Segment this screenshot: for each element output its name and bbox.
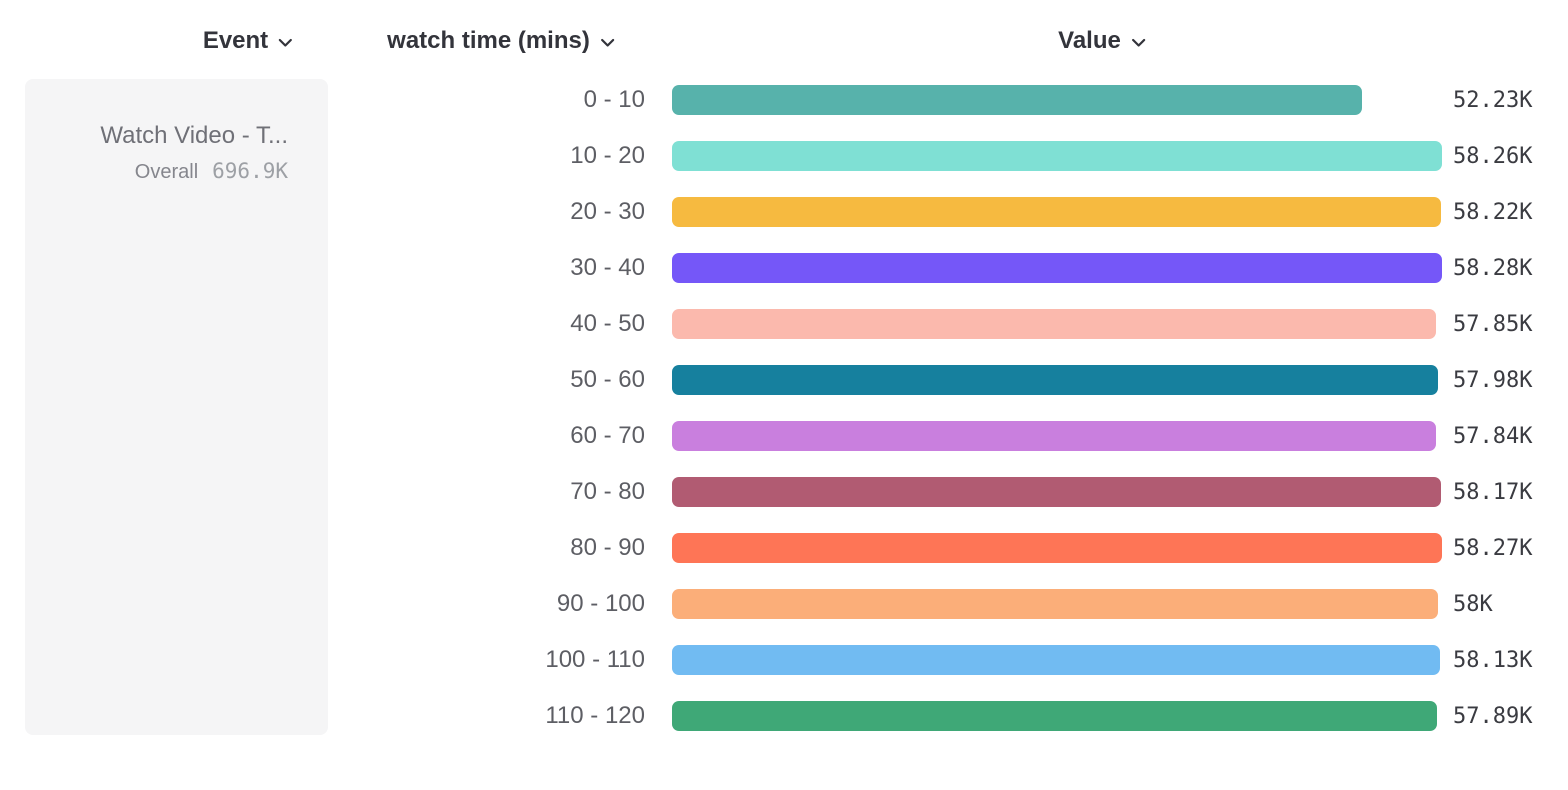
bar-track	[672, 645, 1442, 675]
value-bar[interactable]	[672, 141, 1442, 171]
value-bar[interactable]	[672, 477, 1441, 507]
event-title: Watch Video - T...	[100, 122, 288, 149]
chevron-down-icon	[279, 38, 293, 47]
chart-row: 100 - 110 58.13K	[0, 632, 1568, 688]
value-label: 58.17K	[1453, 479, 1533, 505]
bar-track	[672, 701, 1442, 731]
value-bar[interactable]	[672, 701, 1437, 731]
chart-row: 80 - 90 58.27K	[0, 520, 1568, 576]
category-label: 10 - 20	[570, 142, 645, 169]
value-label: 57.84K	[1453, 423, 1533, 449]
value-label: 57.98K	[1453, 367, 1533, 393]
value-bar[interactable]	[672, 589, 1439, 619]
overall-value: 696.9K	[212, 159, 288, 183]
chart-row: 70 - 80 58.17K	[0, 464, 1568, 520]
chevron-down-icon	[1131, 38, 1145, 47]
category-label: 70 - 80	[570, 478, 645, 505]
value-label: 58K	[1453, 591, 1493, 617]
chart-row: 20 - 30 58.22K	[0, 184, 1568, 240]
value-bar[interactable]	[672, 421, 1437, 451]
chart-row: 90 - 100 58K	[0, 576, 1568, 632]
bar-track	[672, 589, 1442, 619]
value-label: 58.27K	[1453, 535, 1533, 561]
chart-row: 40 - 50 57.85K	[0, 296, 1568, 352]
breakdown-column-dropdown[interactable]: watch time (mins)	[387, 27, 615, 55]
chart-row: 50 - 60 57.98K	[0, 352, 1568, 408]
value-bar[interactable]	[672, 85, 1363, 115]
value-label: 52.23K	[1453, 87, 1533, 113]
chevron-down-icon	[600, 38, 614, 47]
value-label: 57.85K	[1453, 311, 1533, 337]
value-label: 58.26K	[1453, 143, 1533, 169]
category-label: 110 - 120	[545, 702, 645, 729]
value-column-label: Value	[1058, 27, 1121, 54]
category-label: 60 - 70	[570, 422, 645, 449]
value-label: 57.89K	[1453, 703, 1533, 729]
category-label: 50 - 60	[570, 366, 645, 393]
bar-track	[672, 309, 1442, 339]
value-bar[interactable]	[672, 645, 1440, 675]
value-column-dropdown[interactable]: Value	[1058, 27, 1146, 55]
category-label: 80 - 90	[570, 534, 645, 561]
category-label: 100 - 110	[545, 646, 645, 673]
bar-chart: 0 - 10 52.23K 10 - 20 58.26K 20 - 30 58.22K 30…	[0, 72, 1568, 744]
bar-track	[672, 421, 1442, 451]
bar-track	[672, 85, 1442, 115]
chart-row: 0 - 10 52.23K	[0, 72, 1568, 128]
value-bar[interactable]	[672, 309, 1437, 339]
breakdown-column-label: watch time (mins)	[387, 27, 590, 54]
chart-row: 30 - 40 58.28K	[0, 240, 1568, 296]
event-card[interactable]: Watch Video - T... Overall 696.9K	[25, 79, 328, 735]
bar-track	[672, 141, 1442, 171]
chart-row: 110 - 120 57.89K	[0, 688, 1568, 744]
chart-row: 10 - 20 58.26K	[0, 128, 1568, 184]
event-column-label: Event	[202, 27, 269, 54]
overall-label: Overall	[134, 161, 199, 183]
event-column-dropdown[interactable]: Event	[203, 27, 293, 55]
bar-track	[672, 253, 1442, 283]
value-label: 58.28K	[1453, 255, 1533, 281]
category-label: 20 - 30	[570, 198, 645, 225]
overall-line: Overall 696.9K	[45, 159, 288, 184]
bar-track	[672, 477, 1442, 507]
value-bar[interactable]	[672, 197, 1442, 227]
category-label: 40 - 50	[570, 310, 645, 337]
bar-track	[672, 197, 1442, 227]
chart-row: 60 - 70 57.84K	[0, 408, 1568, 464]
value-bar[interactable]	[672, 533, 1442, 563]
value-label: 58.13K	[1453, 647, 1533, 673]
category-label: 90 - 100	[556, 590, 645, 617]
category-label: 30 - 40	[570, 254, 645, 281]
value-bar[interactable]	[672, 253, 1442, 283]
value-label: 58.22K	[1453, 199, 1533, 225]
bar-track	[672, 365, 1442, 395]
value-bar[interactable]	[672, 365, 1439, 395]
category-label: 0 - 10	[583, 86, 645, 113]
bar-track	[672, 533, 1442, 563]
